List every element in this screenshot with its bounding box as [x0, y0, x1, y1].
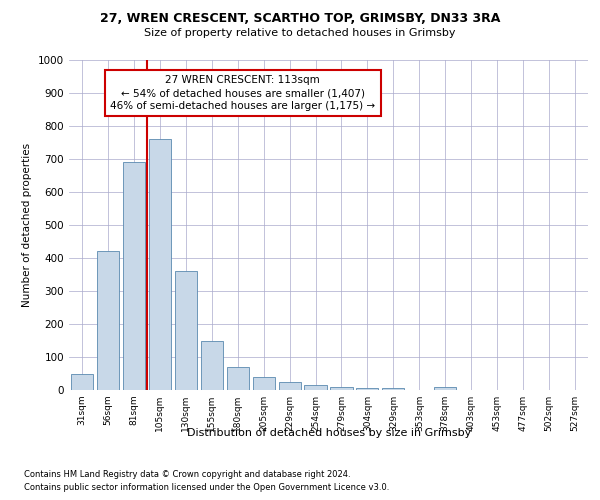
Bar — [175, 271, 197, 390]
Bar — [149, 139, 171, 390]
Bar — [227, 367, 249, 390]
Text: Size of property relative to detached houses in Grimsby: Size of property relative to detached ho… — [144, 28, 456, 38]
Y-axis label: Number of detached properties: Number of detached properties — [22, 143, 32, 307]
Bar — [97, 252, 119, 390]
Bar — [356, 388, 379, 390]
Text: Contains public sector information licensed under the Open Government Licence v3: Contains public sector information licen… — [24, 482, 389, 492]
Bar — [382, 388, 404, 390]
Bar — [71, 374, 93, 390]
Bar — [434, 386, 457, 390]
Bar — [200, 340, 223, 390]
Text: 27, WREN CRESCENT, SCARTHO TOP, GRIMSBY, DN33 3RA: 27, WREN CRESCENT, SCARTHO TOP, GRIMSBY,… — [100, 12, 500, 26]
Text: Contains HM Land Registry data © Crown copyright and database right 2024.: Contains HM Land Registry data © Crown c… — [24, 470, 350, 479]
Text: 27 WREN CRESCENT: 113sqm
← 54% of detached houses are smaller (1,407)
46% of sem: 27 WREN CRESCENT: 113sqm ← 54% of detach… — [110, 75, 376, 112]
Bar — [123, 162, 145, 390]
Bar — [278, 382, 301, 390]
Bar — [331, 386, 353, 390]
Bar — [304, 385, 326, 390]
Text: Distribution of detached houses by size in Grimsby: Distribution of detached houses by size … — [187, 428, 471, 438]
Bar — [253, 377, 275, 390]
